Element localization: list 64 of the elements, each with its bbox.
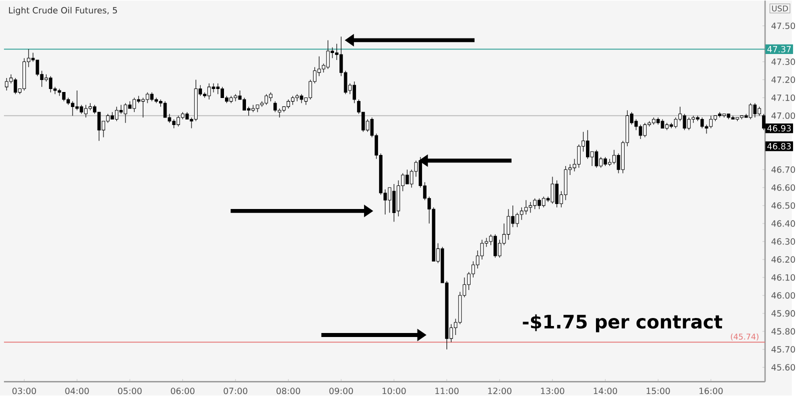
- y-tick-label: 45.70: [771, 346, 796, 353]
- x-tick-label: 08:00: [276, 388, 300, 394]
- candlestick: [594, 150, 598, 168]
- y-tick-label: 46.70: [771, 166, 796, 174]
- candlestick: [58, 88, 62, 96]
- annotation: 46.93: [767, 125, 791, 132]
- candlestick: [682, 114, 686, 131]
- x-tick-label: 13:00: [541, 388, 564, 394]
- x-tick-label: 05:00: [118, 388, 142, 394]
- candlestick: [392, 184, 396, 222]
- candlestick: [124, 103, 128, 124]
- candlestick: [146, 92, 150, 104]
- candlestick: [388, 188, 392, 214]
- y-tick-label: 47.20: [771, 76, 796, 84]
- x-tick-label: 11:00: [435, 388, 459, 394]
- x-tick-label: 14:00: [594, 388, 618, 394]
- candlestick: [326, 40, 330, 70]
- x-tick-label: 07:00: [224, 388, 248, 394]
- y-tick-label: 46.50: [771, 202, 796, 210]
- ref-line-label: 47.37: [767, 46, 791, 53]
- y-tick-label: 46.00: [771, 292, 796, 299]
- y-tick-label: 46.10: [771, 274, 796, 281]
- y-tick-label: 46.30: [771, 238, 796, 245]
- candlestick: [753, 103, 757, 118]
- candlestick: [36, 60, 40, 77]
- y-tick-label: 46.60: [771, 184, 796, 192]
- candlestick: [234, 94, 238, 102]
- x-tick-label: 03:00: [12, 388, 36, 394]
- candlestick: [550, 176, 554, 204]
- candlestick: [524, 200, 528, 216]
- y-tick-label: 47.00: [771, 112, 796, 120]
- candlestick: [14, 78, 18, 95]
- candlestick: [528, 202, 532, 214]
- x-tick-label: 09:00: [329, 388, 353, 394]
- candlestick: [643, 122, 647, 138]
- text: Light Crude Oil Futures, 5: [9, 7, 117, 16]
- candlestick: [75, 90, 79, 111]
- x-tick-label: 06:00: [170, 388, 194, 394]
- x-tick-label: 04:00: [65, 388, 89, 394]
- x-tick-label: 15:00: [646, 388, 670, 394]
- x-tick-label: 12:00: [488, 388, 512, 394]
- candlestick: [212, 83, 216, 93]
- candlestick: [638, 124, 642, 140]
- x-tick-label: 10:00: [382, 388, 406, 394]
- x-tick-label: 16:00: [699, 388, 723, 394]
- y-tick-label: 45.90: [771, 310, 796, 317]
- candlestick: [207, 83, 211, 100]
- candlestick: [748, 103, 752, 120]
- y-tick-label: 46.40: [771, 220, 796, 227]
- annotation: -$1.75 per contract: [522, 314, 722, 332]
- candlestick: [216, 83, 220, 95]
- y-tick-label: 45.80: [771, 328, 796, 335]
- y-tick-label: 47.30: [771, 58, 796, 66]
- y-tick-label: 47.10: [771, 94, 796, 102]
- candlestick: [709, 116, 713, 129]
- candlestick: [687, 117, 691, 131]
- y-tick-label: 47.50: [771, 22, 796, 30]
- candlestick: [506, 209, 510, 240]
- annotation: 46.83: [767, 143, 791, 150]
- y-tick-label: 46.20: [771, 256, 796, 263]
- candlestick: [4, 78, 8, 92]
- y-tick-label: 45.60: [771, 364, 796, 371]
- candlestick: [141, 98, 145, 118]
- candlestick: [163, 101, 167, 118]
